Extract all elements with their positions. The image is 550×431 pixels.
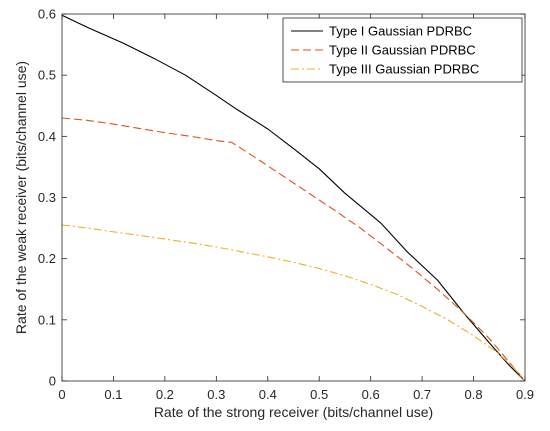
- y-tick-label: 0.3: [38, 190, 56, 205]
- series-line-1: [61, 14, 526, 382]
- y-axis-ticks: 0 0.1 0.2 0.3 0.4 0.5 0.6: [38, 7, 525, 389]
- x-tick-label: 0.9: [516, 387, 534, 402]
- x-tick-label: 0.2: [156, 387, 174, 402]
- y-tick-label: 0.1: [38, 312, 56, 327]
- x-tick-label: 0.5: [310, 387, 328, 402]
- legend: Type I Gaussian PDRBC Type II Gaussian P…: [282, 17, 523, 83]
- series-line-3: [61, 224, 526, 382]
- x-tick-label: 0.3: [207, 387, 225, 402]
- legend-entry-type-i: Type I Gaussian PDRBC: [329, 24, 472, 39]
- legend-entry-type-ii: Type II Gaussian PDRBC: [329, 43, 476, 58]
- x-tick-label: 0.1: [104, 387, 122, 402]
- series-layer: [61, 14, 526, 382]
- x-tick-label: 0.6: [362, 387, 380, 402]
- x-tick-label: 0.7: [413, 387, 431, 402]
- x-tick-label: 0: [58, 387, 65, 402]
- y-tick-label: 0.4: [38, 129, 56, 144]
- x-tick-label: 0.4: [259, 387, 277, 402]
- y-tick-label: 0.2: [38, 251, 56, 266]
- x-tick-label: 0.8: [465, 387, 483, 402]
- y-axis-label: Rate of the weak receiver (bits/channel …: [13, 61, 29, 334]
- y-tick-label: 0.6: [38, 7, 56, 22]
- y-tick-label: 0: [49, 374, 56, 389]
- x-axis-ticks: 0 0.1 0.2 0.3 0.4 0.5 0.6 0.7 0.8 0.9: [58, 14, 534, 402]
- legend-entry-type-iii: Type III Gaussian PDRBC: [329, 62, 479, 77]
- x-axis-label: Rate of the strong receiver (bits/channe…: [154, 404, 433, 420]
- y-tick-label: 0.5: [38, 68, 56, 83]
